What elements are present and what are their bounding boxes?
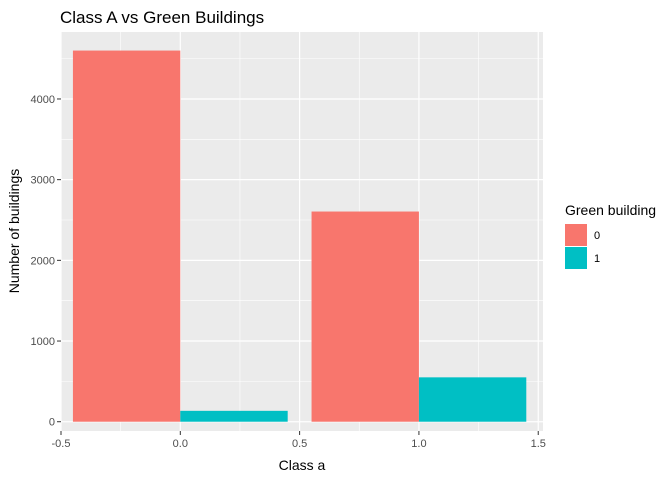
y-tick-label: 1000: [31, 336, 55, 348]
bar-series-0-x-0: [72, 50, 181, 422]
legend-label-1: 1: [594, 253, 600, 265]
y-axis: 0 1000 2000 3000 4000: [31, 94, 61, 429]
x-tick-label: 0.5: [292, 438, 307, 450]
chart-title: Class A vs Green Buildings: [60, 8, 264, 27]
legend-key-1: [565, 247, 587, 269]
y-axis-title: Number of buildings: [6, 169, 22, 294]
bars: [72, 50, 527, 422]
legend-label-0: 0: [594, 230, 600, 242]
x-tick-label: 0.0: [173, 438, 188, 450]
bar-series-1-x-1: [418, 377, 527, 422]
y-tick-label: 0: [49, 417, 55, 429]
legend-title: Green building: [565, 202, 656, 218]
x-axis: -0.5 0.0 0.5 1.0 1.5: [52, 431, 546, 450]
y-tick-label: 4000: [31, 94, 55, 106]
x-axis-title: Class a: [279, 457, 326, 473]
x-tick-label: 1.5: [531, 438, 546, 450]
y-tick-label: 3000: [31, 175, 55, 187]
bar-series-1-x-0: [180, 410, 288, 422]
y-tick-label: 2000: [31, 255, 55, 267]
legend: Green building 0 1: [565, 202, 656, 269]
x-tick-label: -0.5: [52, 438, 71, 450]
bar-series-0-x-1: [311, 211, 419, 422]
x-tick-label: 1.0: [411, 438, 426, 450]
legend-key-0: [565, 224, 587, 246]
